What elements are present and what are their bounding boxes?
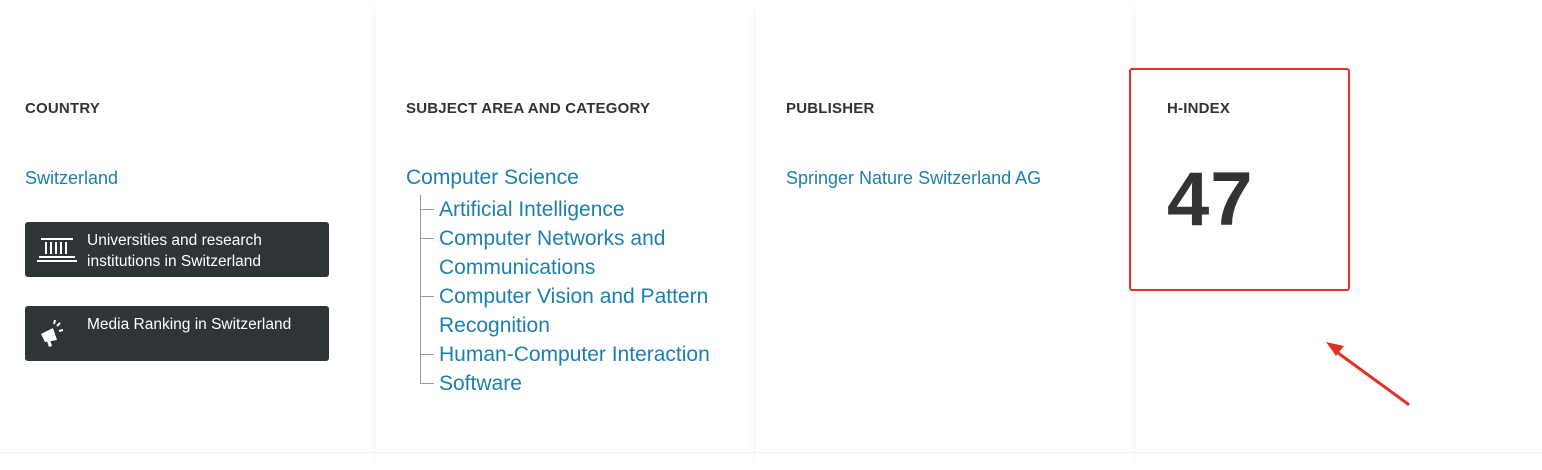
category-link[interactable]: Computer Vision and Pattern Recognition xyxy=(439,285,709,337)
hindex-value: 47 xyxy=(1167,157,1254,242)
hindex-heading: H-INDEX xyxy=(1167,100,1231,117)
category-link[interactable]: Artificial Intelligence xyxy=(439,198,625,221)
media-ranking-button[interactable]: Media Ranking in Switzerland xyxy=(25,306,329,361)
category-link[interactable]: Computer Networks and Communications xyxy=(439,227,666,279)
category-item: Human-Computer Interaction xyxy=(420,340,750,369)
tree-connector xyxy=(420,209,434,210)
tree-connector xyxy=(420,354,434,355)
category-item: Artificial Intelligence xyxy=(420,195,750,224)
subject-area-link[interactable]: Computer Science xyxy=(406,166,579,189)
category-link[interactable]: Human-Computer Interaction xyxy=(439,343,710,366)
category-item: Computer Networks and Communications xyxy=(420,224,750,282)
country-link[interactable]: Switzerland xyxy=(25,168,119,188)
annotation-arrow-icon xyxy=(1326,342,1410,406)
category-item: Computer Vision and Pattern Recognition xyxy=(420,282,750,340)
media-ranking-button-label: Media Ranking in Switzerland xyxy=(87,316,292,333)
category-item: Software xyxy=(420,369,750,398)
category-tree: Artificial Intelligence Computer Network… xyxy=(420,195,750,398)
subject-column: SUBJECT AREA AND CATEGORY Computer Scien… xyxy=(376,0,754,470)
publisher-link[interactable]: Springer Nature Switzerland AG xyxy=(786,168,1042,188)
universities-button-label: Universities and research institutions i… xyxy=(87,232,262,270)
row-divider xyxy=(0,452,1542,453)
tree-connector xyxy=(420,238,434,239)
tree-connector xyxy=(420,383,434,384)
hindex-highlight-box: H-INDEX 47 xyxy=(1129,68,1350,291)
megaphone-icon xyxy=(37,319,77,348)
universities-button[interactable]: Universities and research institutions i… xyxy=(25,222,329,277)
publisher-heading: PUBLISHER xyxy=(786,100,875,117)
institution-icon xyxy=(37,236,77,264)
category-tree-line xyxy=(420,195,421,383)
category-link[interactable]: Software xyxy=(439,372,522,395)
publisher-column: PUBLISHER Springer Nature Switzerland AG xyxy=(756,0,1134,470)
country-column: COUNTRY Switzerland Universities and res… xyxy=(0,0,374,470)
country-heading: COUNTRY xyxy=(25,100,101,117)
subject-heading: SUBJECT AREA AND CATEGORY xyxy=(406,100,651,117)
tree-connector xyxy=(420,296,434,297)
